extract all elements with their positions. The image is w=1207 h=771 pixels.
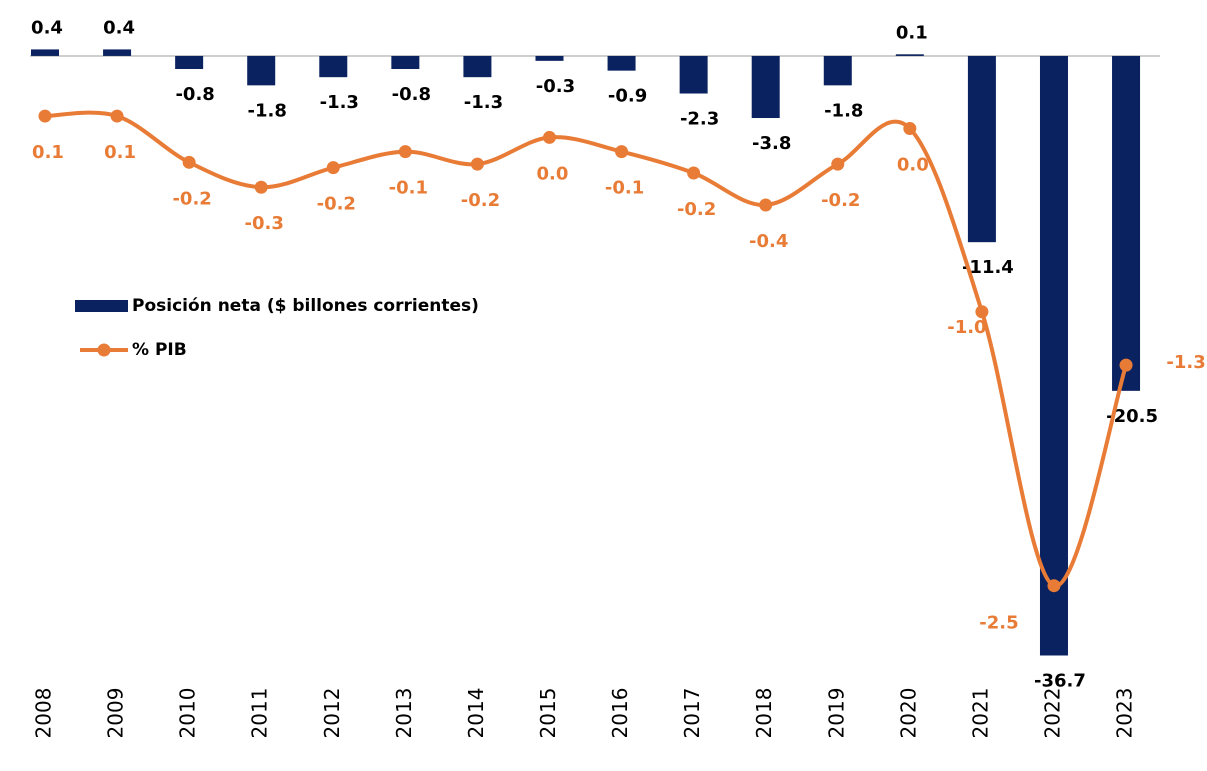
- line-point: [1047, 579, 1061, 593]
- legend-swatch: [75, 300, 128, 312]
- bar-value-label: -0.8: [175, 84, 214, 105]
- bar-value-label: -0.3: [536, 76, 575, 97]
- bar-value-label: 0.4: [31, 17, 63, 38]
- line: [44, 110, 1128, 588]
- bar-value-label: 0.1: [896, 22, 928, 43]
- line-point: [831, 157, 845, 171]
- bar: [391, 55, 420, 70]
- x-tick-label: 2022: [1040, 688, 1064, 739]
- bar-value-label: -1.8: [824, 100, 863, 121]
- bar: [895, 54, 924, 56]
- line-value-label: -0.2: [677, 199, 716, 220]
- line-point: [687, 166, 701, 180]
- x-tick-label: 2010: [176, 688, 200, 739]
- legend-swatch: [97, 343, 111, 357]
- bar: [463, 55, 492, 78]
- bar-value-label: -11.4: [962, 257, 1014, 278]
- bar-value-label: -1.3: [320, 92, 359, 113]
- line-point: [38, 109, 52, 123]
- line-value-label: -1.0: [947, 317, 986, 338]
- x-tick-label: 2023: [1113, 688, 1137, 739]
- x-tick-label: 2009: [104, 688, 128, 739]
- bar: [175, 55, 204, 70]
- x-tick-label: 2014: [464, 688, 488, 739]
- bar-value-label: -0.8: [392, 84, 431, 105]
- line-point: [759, 198, 773, 212]
- line-value-label: 0.1: [32, 142, 64, 163]
- line-value-label: -0.2: [172, 188, 211, 209]
- line-value-label: -0.2: [461, 190, 500, 211]
- legend-label: % PIB: [132, 340, 187, 360]
- bar: [679, 55, 708, 94]
- bar-value-label: -3.8: [752, 133, 791, 154]
- bar: [751, 55, 780, 119]
- bar: [607, 55, 636, 71]
- bar: [823, 55, 852, 86]
- line-point: [542, 130, 556, 144]
- bar-value-label: 0.4: [103, 17, 135, 38]
- bar: [1039, 55, 1068, 656]
- x-tick-label: 2008: [32, 688, 56, 739]
- bar-value-label: -1.3: [464, 92, 503, 113]
- line-point: [398, 145, 412, 159]
- bar-value-label: -1.8: [248, 100, 287, 121]
- x-tick-label: 2017: [680, 688, 704, 739]
- x-tick-label: 2021: [968, 688, 992, 739]
- line-value-label: -0.2: [821, 190, 860, 211]
- bar: [967, 55, 996, 243]
- legend-label: Posición neta ($ billones corrientes): [132, 296, 479, 316]
- line-value-label: 0.0: [897, 155, 929, 176]
- x-tick-label: 2013: [392, 688, 416, 739]
- bar-value-label: -2.3: [680, 109, 719, 130]
- line-point: [254, 180, 268, 194]
- line-value-label: -0.1: [389, 178, 428, 199]
- line-point: [975, 305, 989, 319]
- line-value-label: -0.2: [317, 194, 356, 215]
- bar-value-label: -20.5: [1106, 406, 1158, 427]
- bar-value-label: -0.9: [608, 86, 647, 107]
- line-point: [1119, 358, 1133, 372]
- line-point: [615, 145, 629, 159]
- line-point: [470, 157, 484, 171]
- line-value-label: 0.0: [537, 163, 569, 184]
- bar: [535, 55, 564, 61]
- line-value-label: -0.1: [605, 178, 644, 199]
- line-value-label: 0.1: [104, 142, 136, 163]
- x-tick-label: 2019: [824, 688, 848, 739]
- x-tick-label: 2016: [608, 688, 632, 739]
- line-value-label: -1.3: [1166, 352, 1205, 373]
- x-tick-label: 2018: [752, 688, 776, 739]
- bar-value-label: -36.7: [1034, 670, 1086, 691]
- line-point: [110, 109, 124, 123]
- x-tick-label: 2012: [320, 688, 344, 739]
- bar: [31, 49, 59, 56]
- x-tick-label: 2011: [248, 688, 272, 739]
- line-value-label: -2.5: [979, 613, 1018, 634]
- line-point: [903, 122, 917, 136]
- line-value-label: -0.3: [245, 213, 284, 234]
- bar: [247, 55, 276, 86]
- x-tick-label: 2015: [536, 688, 560, 739]
- line-value-label: -0.4: [749, 231, 788, 252]
- x-tick-label: 2020: [896, 688, 920, 739]
- line-point: [182, 155, 196, 169]
- bar: [1112, 55, 1141, 391]
- line-point: [326, 161, 340, 175]
- bar: [319, 55, 348, 78]
- bar: [103, 49, 132, 56]
